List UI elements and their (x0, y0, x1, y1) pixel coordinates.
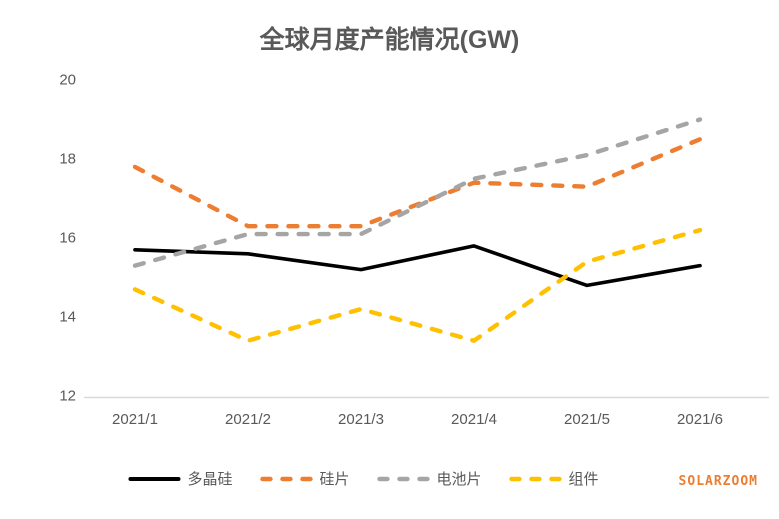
legend-label: 组件 (568, 471, 599, 488)
chart-legend: 多晶硅 硅片 电池片 组件 (127, 468, 599, 489)
legend-item-3: 组件 (509, 468, 599, 489)
series-line-1 (132, 137, 703, 229)
legend-line-sample (377, 476, 430, 481)
y-axis-tick-label: 20 (59, 71, 76, 89)
legend-label: 电池片 (436, 471, 482, 488)
x-axis-tick-label: 2021/6 (677, 411, 723, 428)
legend-item-1: 硅片 (259, 468, 350, 489)
watermark-solarzoom: SOLARZOOM (678, 474, 758, 489)
x-axis-tick-label: 2021/5 (564, 411, 610, 428)
y-axis-tick-label: 18 (59, 150, 76, 168)
legend-line-sample (509, 476, 562, 481)
series-line-2 (132, 117, 703, 268)
x-axis-tick-label: 2021/4 (451, 411, 497, 428)
legend-label: 多晶硅 (187, 471, 233, 488)
legend-line-sample (260, 476, 313, 481)
legend-item-2: 电池片 (377, 468, 482, 489)
y-axis-tick-label: 16 (59, 229, 76, 247)
x-axis-tick-label: 2021/1 (112, 411, 158, 428)
x-axis-tick-label: 2021/3 (338, 411, 384, 428)
legend-item-0: 多晶硅 (127, 468, 232, 489)
legend-line-sample (128, 476, 181, 481)
series-line-0 (133, 244, 702, 288)
y-axis-tick-label: 14 (59, 308, 76, 326)
chart-title: 全球月度产能情况(GW) (259, 26, 520, 54)
y-axis-tick-label: 12 (59, 387, 76, 405)
legend-label: 硅片 (319, 471, 350, 488)
series-line-3 (132, 227, 703, 343)
x-axis-tick-label: 2021/2 (225, 411, 271, 428)
